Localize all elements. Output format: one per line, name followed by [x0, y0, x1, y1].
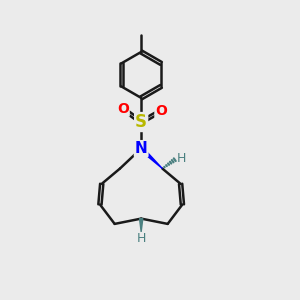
Text: N: N — [135, 141, 148, 156]
Polygon shape — [140, 147, 162, 169]
Text: H: H — [136, 232, 146, 245]
Text: S: S — [135, 113, 147, 131]
Text: H: H — [176, 152, 186, 165]
Text: O: O — [117, 102, 129, 116]
Polygon shape — [140, 219, 143, 232]
Text: O: O — [155, 104, 167, 118]
